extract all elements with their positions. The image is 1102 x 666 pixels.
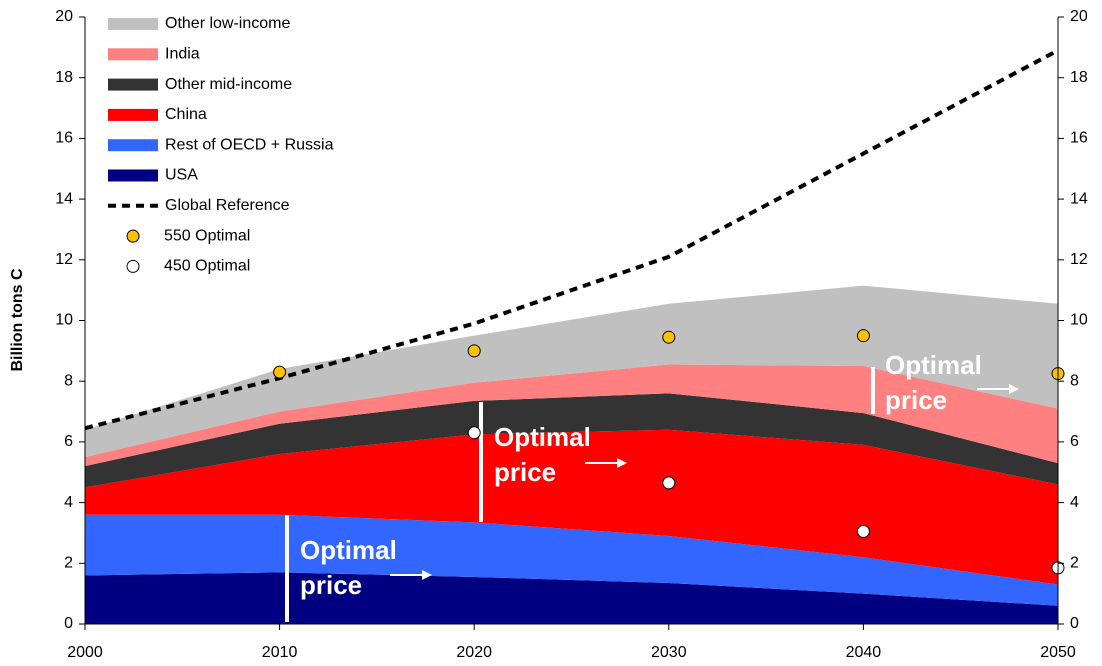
annotation-text: price — [494, 457, 556, 487]
annotation-text: price — [885, 385, 947, 415]
area — [85, 285, 1058, 458]
annotation-text: Optimal — [300, 535, 397, 565]
annotation-text: Optimal — [885, 350, 982, 380]
x-tick-label: 2000 — [67, 644, 103, 661]
marker — [856, 329, 870, 343]
y2-tick-label: 14 — [1070, 190, 1088, 207]
marker — [856, 524, 870, 538]
y-tick-label: 4 — [64, 494, 73, 511]
legend-swatch — [126, 259, 140, 273]
legend-label: Other mid-income — [165, 76, 292, 93]
legend-label: Rest of OECD + Russia — [165, 136, 334, 153]
marker — [467, 344, 481, 358]
area — [85, 364, 1058, 467]
y-tick-label: 20 — [55, 8, 73, 25]
legend-swatch — [108, 78, 158, 91]
marker — [662, 330, 676, 344]
y2-tick-label: 2 — [1070, 555, 1079, 572]
area — [85, 514, 1058, 606]
annotation-arrowhead — [422, 570, 432, 580]
x-tick-label: 2020 — [456, 644, 492, 661]
marker — [662, 476, 676, 490]
line — [84, 48, 1059, 431]
legend-label: Global Reference — [165, 197, 290, 214]
y-tick-label: 6 — [64, 433, 73, 450]
marker — [467, 426, 481, 440]
x-tick-label: 2040 — [846, 644, 882, 661]
legend-label: 550 Optimal — [164, 227, 250, 244]
legend-label: China — [165, 106, 207, 123]
legend-label: 450 Optimal — [164, 258, 250, 275]
annotation-arrowhead — [1009, 384, 1019, 394]
x-tick-label: 2030 — [651, 644, 687, 661]
legend: Other low-income India Other mid-income Chi… — [108, 15, 334, 275]
annotation-text: price — [300, 570, 362, 600]
areas — [85, 285, 1058, 624]
y-tick-label: 16 — [55, 130, 73, 147]
legend-swatch — [108, 48, 158, 61]
marker — [273, 365, 287, 379]
annotation-text: Optimal — [494, 422, 591, 452]
y2-tick-label: 20 — [1070, 8, 1088, 25]
legend-swatch — [108, 18, 158, 30]
legend-swatch — [108, 169, 158, 182]
area — [85, 572, 1058, 624]
legend-swatch — [108, 139, 158, 152]
y2-tick-label: 4 — [1070, 494, 1079, 511]
legend-label: Other low-income — [165, 15, 290, 32]
y-tick-label: 2 — [64, 555, 73, 572]
y-tick-label: 10 — [55, 312, 73, 329]
y-axis-label: Billion tons C — [9, 268, 26, 372]
legend-label: USA — [165, 167, 198, 184]
y2-tick-label: 12 — [1070, 251, 1088, 268]
x-tick-label: 2010 — [262, 644, 298, 661]
legend-swatch — [126, 229, 140, 243]
y2-tick-label: 0 — [1070, 615, 1079, 632]
legend-swatch — [108, 108, 158, 121]
y2-tick-label: 8 — [1070, 372, 1079, 389]
area — [85, 393, 1058, 488]
y-tick-label: 0 — [64, 615, 73, 632]
y-tick-label: 18 — [55, 69, 73, 86]
legend-label: India — [165, 46, 200, 63]
y2-tick-label: 6 — [1070, 433, 1079, 450]
y2-tick-label: 10 — [1070, 312, 1088, 329]
area — [85, 429, 1058, 585]
annotation-arrowhead — [617, 458, 627, 468]
y2-tick-label: 16 — [1070, 130, 1088, 147]
y2-tick-label: 18 — [1070, 69, 1088, 86]
y-tick-label: 14 — [55, 190, 73, 207]
y-tick-label: 12 — [55, 251, 73, 268]
x-tick-label: 2050 — [1040, 644, 1076, 661]
y-tick-label: 8 — [64, 372, 73, 389]
